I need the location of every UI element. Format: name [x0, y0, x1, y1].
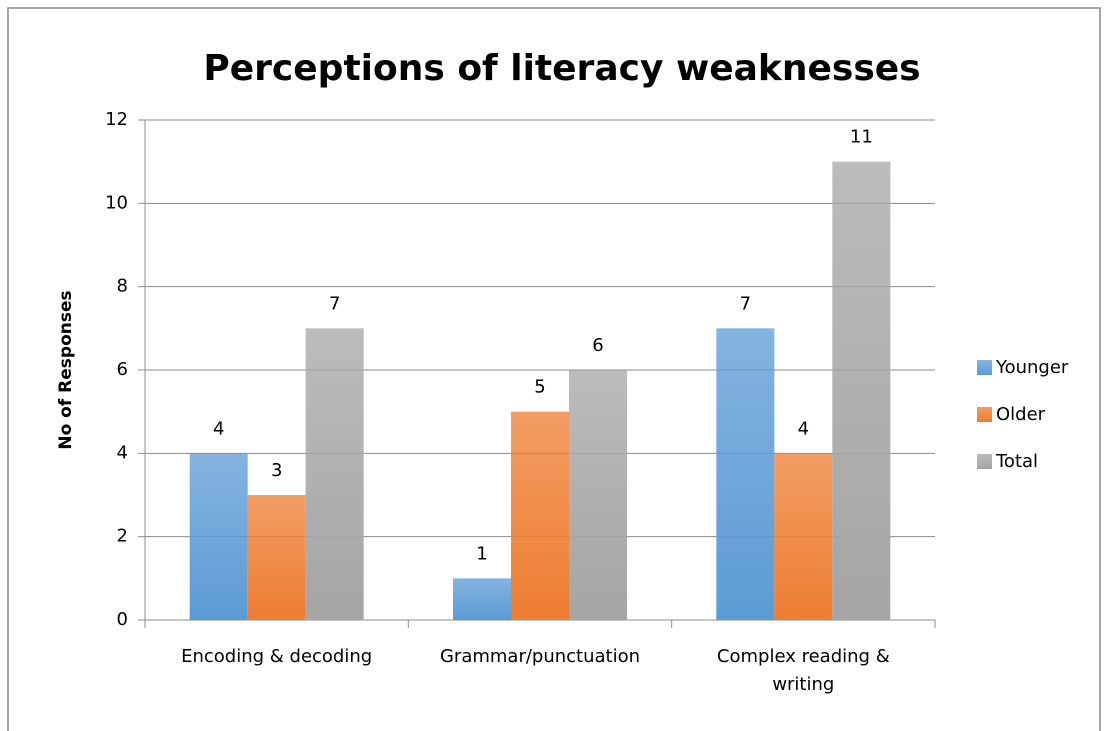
- bar: [832, 161, 891, 620]
- chart-title: Perceptions of literacy weaknesses: [203, 48, 920, 89]
- data-label: 7: [740, 293, 751, 314]
- y-tick-label: 6: [117, 359, 128, 380]
- legend-label: Older: [996, 404, 1046, 425]
- data-label: 5: [534, 377, 545, 398]
- legend-label: Total: [995, 451, 1038, 472]
- legend-label: Younger: [995, 357, 1069, 378]
- data-label: 4: [213, 418, 224, 439]
- y-axis-label: No of Responses: [56, 290, 76, 449]
- chart-frame: [7, 7, 1101, 731]
- legend-swatch: [977, 360, 992, 375]
- data-label: 3: [271, 460, 282, 481]
- data-label: 1: [476, 543, 487, 564]
- data-label: 11: [850, 127, 873, 148]
- legend-swatch: [977, 407, 992, 422]
- bar: [716, 328, 775, 620]
- data-label: 4: [798, 418, 809, 439]
- y-tick-label: 10: [105, 192, 128, 213]
- y-tick-label: 8: [117, 276, 128, 297]
- bar: [569, 370, 627, 620]
- bar: [247, 495, 306, 620]
- bar: [511, 411, 569, 620]
- x-tick-label: Complex reading & writing: [716, 646, 890, 695]
- legend-swatch: [977, 454, 992, 469]
- y-tick-label: 0: [117, 609, 128, 630]
- bar: [774, 453, 833, 620]
- y-tick-label: 4: [117, 442, 128, 463]
- x-tick-label: Grammar/punctuation: [439, 646, 641, 667]
- bar: [453, 578, 511, 620]
- data-label: 6: [592, 335, 603, 356]
- y-tick-label: 12: [105, 109, 128, 130]
- data-label: 7: [329, 293, 340, 314]
- bar: [305, 328, 364, 620]
- x-tick-label: Encoding & decoding: [181, 646, 373, 667]
- y-tick-label: 2: [117, 526, 128, 547]
- bar: [189, 453, 248, 620]
